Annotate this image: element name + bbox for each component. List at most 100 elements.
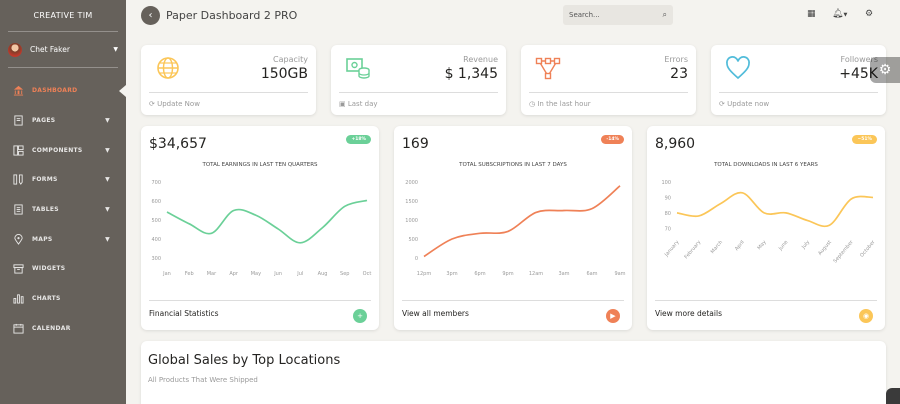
sidebar: CREATIVE TIM Chet Faker ▼ DASHBOARD PAGE… <box>0 0 126 404</box>
stat-footer-text: In the last hour <box>537 100 591 108</box>
chart-footer-button[interactable]: ◉ <box>859 309 873 323</box>
sidebar-item-pages[interactable]: PAGES ▼ <box>0 106 126 136</box>
sidebar-item-forms[interactable]: FORMS ▼ <box>0 165 126 195</box>
top-navbar: ‹ Paper Dashboard 2 PRO <box>126 0 900 30</box>
refresh-icon: ⟳ <box>719 100 725 108</box>
gear-icon[interactable]: ⚙ <box>865 9 874 19</box>
stat-value: 150GB <box>260 66 308 82</box>
sidebar-item-label: TABLES <box>32 206 59 214</box>
x-tick-label: May <box>756 239 767 251</box>
y-tick-label: 500 <box>151 218 161 224</box>
global-sales-card: Global Sales by Top Locations All Produc… <box>141 341 886 404</box>
calendar-icon <box>12 322 24 334</box>
chart-badge: +18% <box>346 135 371 144</box>
sidebar-item-components[interactable]: COMPONENTS ▼ <box>0 135 126 165</box>
chevron-left-icon: ‹ <box>148 9 153 21</box>
stat-value: 23 <box>670 66 688 82</box>
scroll-top-tab[interactable] <box>886 388 900 404</box>
brand-logo[interactable]: CREATIVE TIM <box>8 0 118 32</box>
x-tick-label: April <box>734 239 746 252</box>
chart-big-number: 8,960 <box>655 136 696 152</box>
x-tick-label: 9am <box>614 271 625 277</box>
stat-card-capacity: Capacity 150GB ⟳ Update Now <box>141 45 316 115</box>
chart-footer-text[interactable]: View all members <box>402 300 624 318</box>
sidebar-item-label: MAPS <box>32 235 53 243</box>
x-tick-label: 6am <box>586 271 597 277</box>
sidebar-item-widgets[interactable]: WIDGETS <box>0 254 126 284</box>
bank-icon <box>12 85 24 97</box>
stat-card-followers: Followers +45K ⟳ Update now <box>711 45 886 115</box>
stat-label: Errors <box>664 55 688 64</box>
page-title: Paper Dashboard 2 PRO <box>166 8 298 22</box>
x-tick-label: July <box>800 239 811 251</box>
settings-gear-icon[interactable]: ⚙ <box>870 57 900 83</box>
search-input[interactable]: Search... ⌕ <box>563 5 673 25</box>
money-coins-icon <box>346 58 370 79</box>
x-tick-label: February <box>683 239 702 260</box>
chart-footer-text[interactable]: Financial Statistics <box>149 300 371 318</box>
sidebar-toggle-button[interactable]: ‹ <box>141 5 160 25</box>
x-tick-label: Aug <box>318 271 328 277</box>
y-tick-label: 80 <box>665 211 671 217</box>
sidebar-item-label: COMPONENTS <box>32 146 83 154</box>
x-tick-label: Mar <box>207 271 217 277</box>
chart-bar-icon <box>12 293 24 305</box>
sidebar-item-label: DASHBOARD <box>32 87 78 95</box>
y-tick-label: 90 <box>665 195 671 201</box>
chart-badge: ~51% <box>852 135 877 144</box>
heart-icon <box>726 56 750 80</box>
bell-icon[interactable]: 🔔︎▼ <box>832 9 848 19</box>
y-tick-label: 2000 <box>405 180 418 186</box>
chart-footer-button-glyph: ▶ <box>610 312 616 320</box>
chart-title: TOTAL EARNINGS IN LAST TEN QUARTERS <box>202 162 318 168</box>
user-menu[interactable]: Chet Faker ▼ <box>8 32 118 68</box>
y-tick-label: 70 <box>665 226 671 232</box>
x-tick-label: Oct <box>363 271 372 277</box>
x-tick-label: March <box>710 239 724 255</box>
x-tick-label: 3pm <box>446 271 457 277</box>
y-tick-label: 0 <box>415 256 418 262</box>
sidebar-item-charts[interactable]: CHARTS <box>0 284 126 314</box>
stat-value: +45K <box>839 66 878 82</box>
series-line <box>676 191 874 228</box>
sidebar-item-calendar[interactable]: CALENDAR <box>0 314 126 344</box>
x-tick-label: 9pm <box>502 271 513 277</box>
stat-label: Capacity <box>273 55 308 64</box>
x-tick-label: 12am <box>529 271 543 277</box>
chart-footer-button[interactable]: + <box>353 309 367 323</box>
stat-footer-text: Update Now <box>157 100 200 108</box>
stat-label: Revenue <box>463 55 498 64</box>
x-tick-label: May <box>251 271 261 277</box>
series-line <box>166 199 368 244</box>
x-tick-label: 3am <box>558 271 569 277</box>
chart-footer-text[interactable]: View more details <box>655 300 877 318</box>
stat-label: Followers <box>840 55 878 64</box>
sidebar-item-label: WIDGETS <box>32 265 66 273</box>
stat-footer[interactable]: ⟳ Update Now <box>149 92 308 108</box>
user-name: Chet Faker <box>30 45 70 54</box>
paper-icon <box>12 204 24 216</box>
series-line <box>423 185 621 258</box>
stat-card-revenue: Revenue $ 1,345 ▣ Last day <box>331 45 506 115</box>
chevron-down-icon: ▼ <box>105 176 110 184</box>
dashboard-icon[interactable]: ▦ <box>807 9 816 19</box>
chevron-down-icon: ▼ <box>105 117 110 125</box>
x-tick-label: 6pm <box>474 271 485 277</box>
sidebar-item-dashboard[interactable]: DASHBOARD <box>0 76 126 106</box>
chart-big-number: $34,657 <box>149 136 207 152</box>
line-chart: 2000 1500 1000 500 0 12pm 3pm 6pm 9pm 12am 3am 6am 9… <box>405 180 625 277</box>
refresh-icon: ⟳ <box>149 100 155 108</box>
sidebar-item-maps[interactable]: MAPS ▼ <box>0 224 126 254</box>
chart-footer-button-glyph: + <box>357 312 363 320</box>
stat-footer[interactable]: ▣ Last day <box>339 92 498 108</box>
x-tick-label: August <box>817 239 833 256</box>
sidebar-item-tables[interactable]: TABLES ▼ <box>0 195 126 225</box>
stat-footer[interactable]: ◷ In the last hour <box>529 92 688 108</box>
y-tick-label: 1000 <box>405 218 418 224</box>
x-tick-label: Jan <box>162 271 171 277</box>
calendar-icon: ▣ <box>339 100 346 108</box>
search-placeholder: Search... <box>569 11 600 19</box>
stat-footer[interactable]: ⟳ Update now <box>719 92 878 108</box>
chart-footer-button[interactable]: ▶ <box>606 309 620 323</box>
line-chart: 700 600 500 400 300 Jan Feb Mar Apr May Jun Jul Aug S… <box>151 180 372 277</box>
